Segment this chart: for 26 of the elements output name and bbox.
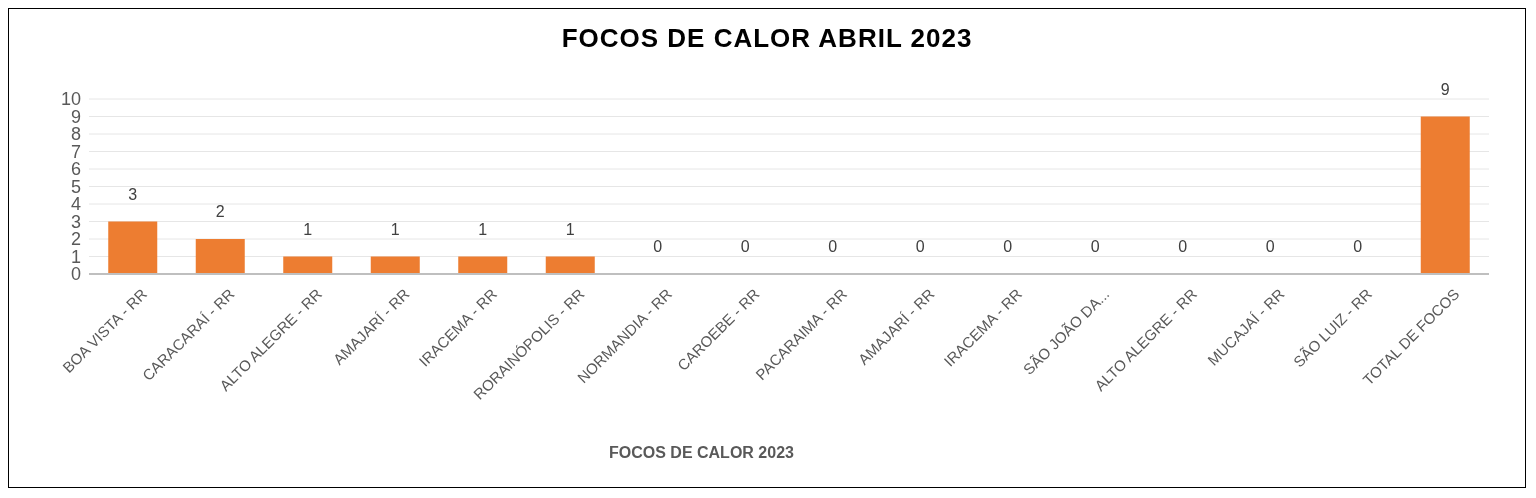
data-label: 9 (1440, 80, 1450, 98)
data-label: 0 (1353, 238, 1363, 255)
data-label: 2 (215, 203, 225, 220)
bar (108, 221, 158, 274)
data-label: 3 (128, 185, 138, 203)
y-tick-label: 0 (70, 264, 81, 285)
data-label: 0 (1265, 238, 1275, 255)
data-label: 1 (390, 220, 400, 238)
data-label: 0 (653, 238, 663, 255)
bar (458, 256, 508, 274)
data-label: 0 (915, 238, 925, 255)
bar (370, 256, 420, 274)
bar (1420, 116, 1470, 274)
data-label: 0 (1178, 238, 1188, 255)
chart-title: FOCOS DE CALOR ABRIL 2023 (560, 22, 974, 55)
data-label: 1 (303, 220, 313, 238)
data-label: 1 (478, 220, 488, 238)
x-axis-title: FOCOS DE CALOR 2023 (608, 444, 795, 462)
bar (545, 256, 595, 274)
data-label: 0 (740, 238, 750, 255)
bar (195, 239, 245, 274)
data-label: 0 (1090, 238, 1100, 255)
data-label: 0 (1003, 238, 1013, 255)
bar (283, 256, 333, 274)
data-label: 1 (565, 220, 575, 238)
data-label: 0 (828, 238, 838, 255)
